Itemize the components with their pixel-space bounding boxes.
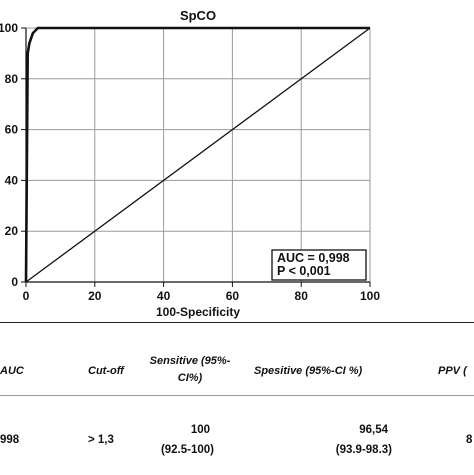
auc-annotation: AUC = 0,998 bbox=[277, 251, 350, 265]
cell-sensitive-value: 100 bbox=[190, 424, 210, 436]
cell-ppv: 8 bbox=[466, 434, 473, 446]
header-auc: AUC bbox=[0, 365, 24, 377]
p-value-annotation: P < 0,001 bbox=[277, 264, 331, 278]
y-tick-label: 20 bbox=[5, 224, 19, 238]
y-tick-label: 0 bbox=[11, 275, 18, 289]
x-tick-label: 20 bbox=[88, 289, 102, 303]
series-lines bbox=[24, 26, 371, 283]
header-ppv: PPV ( bbox=[438, 365, 467, 377]
header-cutoff: Cut-off bbox=[88, 365, 124, 377]
x-axis-label: 100-Specificity bbox=[156, 305, 240, 319]
cell-spesitive-ci: (93.9-98.3) bbox=[335, 444, 392, 456]
x-tick-label: 40 bbox=[157, 289, 171, 303]
header-spesitive: Spesitive (95%-CI %) bbox=[254, 365, 363, 377]
y-tick-label: 80 bbox=[5, 72, 19, 86]
y-tick-label: 100 bbox=[0, 21, 18, 35]
x-tick-label: 60 bbox=[226, 289, 240, 303]
y-tick-label: 60 bbox=[5, 123, 19, 137]
cell-cutoff: > 1,3 bbox=[88, 434, 114, 446]
row-divider bbox=[0, 395, 474, 396]
reference-diagonal bbox=[25, 27, 371, 283]
header-sensitive: Sensitive (95%-CI%) bbox=[149, 355, 231, 384]
tick-labels: 0 20 40 60 80 100 0 20 40 60 80 100 bbox=[0, 21, 380, 303]
x-tick-label: 0 bbox=[23, 289, 30, 303]
cell-spesitive-value: 96,54 bbox=[359, 424, 388, 436]
y-tick-label: 40 bbox=[5, 173, 19, 187]
annotation-box bbox=[271, 249, 367, 281]
cell-auc: 998 bbox=[0, 434, 20, 446]
results-table: AUC Cut-off Sensitive (95%-CI%) Spesitiv… bbox=[0, 322, 474, 475]
chart-title: SpCO bbox=[180, 8, 216, 23]
roc-curve bbox=[24, 26, 370, 283]
x-tick-label: 100 bbox=[360, 289, 380, 303]
x-tick-label: 80 bbox=[295, 289, 309, 303]
roc-chart: SpCO 0 20 40 60 80 100 0 20 40 60 80 100 AUC = 0,99… bbox=[0, 8, 380, 319]
cell-sensitive-ci: (92.5-100) bbox=[160, 444, 214, 456]
